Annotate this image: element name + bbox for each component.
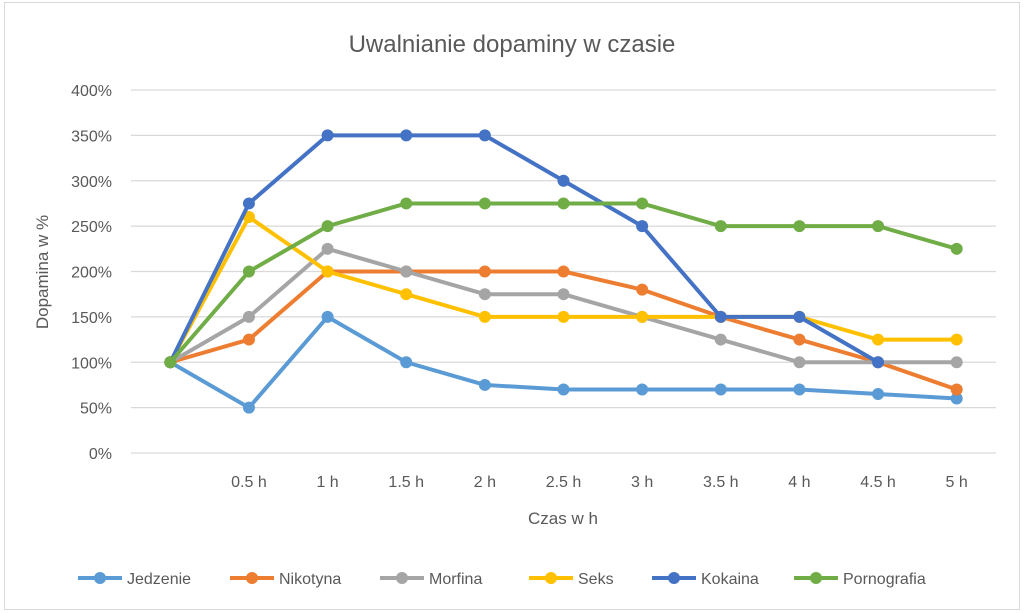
x-tick-label: 2.5 h bbox=[546, 474, 582, 491]
legend-marker bbox=[396, 572, 408, 584]
data-point-nikotyna bbox=[557, 265, 570, 278]
data-point-jedzenie bbox=[321, 310, 334, 323]
legend-marker bbox=[545, 572, 557, 584]
data-point-pornografia bbox=[400, 197, 413, 210]
data-point-jedzenie bbox=[636, 383, 649, 396]
x-tick-label: 4 h bbox=[788, 474, 810, 491]
legend-marker bbox=[246, 572, 258, 584]
data-point-kokaina bbox=[478, 129, 491, 142]
data-point-morfina bbox=[950, 356, 963, 369]
data-point-seks bbox=[950, 333, 963, 346]
data-point-pornografia bbox=[242, 265, 255, 278]
data-point-kokaina bbox=[636, 220, 649, 233]
data-point-jedzenie bbox=[950, 392, 963, 405]
legend-marker bbox=[94, 572, 106, 584]
x-tick-label: 3 h bbox=[631, 474, 653, 491]
chart-title: Uwalnianie dopaminy w czasie bbox=[349, 31, 676, 58]
data-point-seks bbox=[400, 288, 413, 301]
data-point-kokaina bbox=[400, 129, 413, 142]
data-point-seks bbox=[557, 310, 570, 323]
data-point-morfina bbox=[793, 356, 806, 369]
data-point-nikotyna bbox=[793, 333, 806, 346]
data-point-jedzenie bbox=[242, 401, 255, 414]
data-point-kokaina bbox=[714, 310, 727, 323]
data-point-kokaina bbox=[793, 310, 806, 323]
data-point-seks bbox=[478, 310, 491, 323]
data-point-nikotyna bbox=[478, 265, 491, 278]
data-point-jedzenie bbox=[400, 356, 413, 369]
legend-label: Pornografia bbox=[843, 571, 926, 588]
data-point-morfina bbox=[714, 333, 727, 346]
chart-area bbox=[4, 2, 1020, 610]
data-point-pornografia bbox=[872, 220, 885, 233]
data-point-seks bbox=[242, 211, 255, 224]
data-point-pornografia bbox=[636, 197, 649, 210]
data-point-morfina bbox=[400, 265, 413, 278]
data-point-pornografia bbox=[557, 197, 570, 210]
data-point-jedzenie bbox=[714, 383, 727, 396]
legend-label: Kokaina bbox=[701, 571, 759, 588]
data-point-morfina bbox=[557, 288, 570, 301]
y-axis-label: Dopamina w % bbox=[33, 215, 52, 329]
data-point-morfina bbox=[478, 288, 491, 301]
x-tick-label: 1 h bbox=[316, 474, 338, 491]
data-point-pornografia bbox=[321, 220, 334, 233]
y-tick-label: 0% bbox=[89, 446, 112, 463]
data-point-jedzenie bbox=[557, 383, 570, 396]
x-axis-label: Czas w h bbox=[528, 509, 598, 528]
data-point-kokaina bbox=[872, 356, 885, 369]
y-tick-label: 300% bbox=[71, 174, 112, 191]
x-tick-label: 5 h bbox=[946, 474, 968, 491]
data-point-nikotyna bbox=[636, 283, 649, 296]
data-point-kokaina bbox=[321, 129, 334, 142]
legend-label: Jedzenie bbox=[127, 571, 191, 588]
data-point-jedzenie bbox=[478, 378, 491, 391]
data-point-morfina bbox=[242, 310, 255, 323]
x-tick-label: 1.5 h bbox=[388, 474, 424, 491]
data-point-nikotyna bbox=[950, 383, 963, 396]
y-tick-label: 350% bbox=[71, 128, 112, 145]
y-tick-label: 400% bbox=[71, 83, 112, 100]
legend-label: Nikotyna bbox=[279, 571, 341, 588]
data-point-seks bbox=[321, 265, 334, 278]
y-tick-label: 200% bbox=[71, 265, 112, 282]
data-point-morfina bbox=[321, 242, 334, 255]
y-tick-label: 100% bbox=[71, 355, 112, 372]
data-point-pornografia bbox=[714, 220, 727, 233]
legend-label: Seks bbox=[578, 571, 614, 588]
x-tick-label: 3.5 h bbox=[703, 474, 739, 491]
data-point-jedzenie bbox=[872, 388, 885, 401]
legend-label: Morfina bbox=[429, 571, 482, 588]
legend-marker bbox=[810, 572, 822, 584]
x-tick-label: 2 h bbox=[474, 474, 496, 491]
data-point-seks bbox=[872, 333, 885, 346]
legend-marker bbox=[668, 572, 680, 584]
data-point-pornografia bbox=[950, 242, 963, 255]
data-point-pornografia bbox=[793, 220, 806, 233]
x-tick-label: 4.5 h bbox=[860, 474, 896, 491]
series-line-kokaina bbox=[168, 133, 880, 364]
data-point-pornografia bbox=[478, 197, 491, 210]
data-point-jedzenie bbox=[793, 383, 806, 396]
y-tick-label: 250% bbox=[71, 219, 112, 236]
y-tick-label: 150% bbox=[71, 310, 112, 327]
y-tick-label: 50% bbox=[80, 401, 112, 418]
data-point-pornografia bbox=[164, 356, 177, 369]
data-point-kokaina bbox=[557, 174, 570, 187]
data-point-seks bbox=[636, 310, 649, 323]
data-point-nikotyna bbox=[242, 333, 255, 346]
x-tick-label: 0.5 h bbox=[231, 474, 267, 491]
data-point-kokaina bbox=[242, 197, 255, 210]
